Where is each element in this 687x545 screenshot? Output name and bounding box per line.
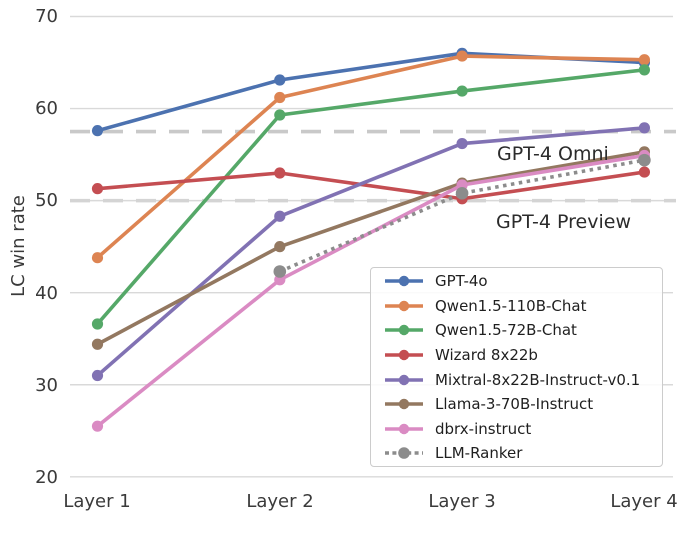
legend-line-sample-icon [385, 349, 423, 361]
legend-label: dbrx-instruct [435, 419, 532, 438]
y-axis-title: LC win rate [8, 195, 29, 297]
legend-item: Wizard 8x22b [383, 343, 662, 368]
legend-item: dbrx-instruct [383, 417, 662, 442]
legend-item: LLM-Ranker [383, 441, 662, 466]
legend-label: Llama-3-70B-Instruct [435, 395, 594, 414]
legend-label: Qwen1.5-72B-Chat [435, 321, 577, 340]
y-tick-label: 30 [35, 375, 58, 396]
reference-line-label-gpt4-preview: GPT-4 Preview [496, 211, 631, 233]
legend-line-sample-icon [385, 423, 423, 435]
legend-item: Mixtral-8x22B-Instruct-v0.1 [383, 367, 662, 392]
legend-item: Llama-3-70B-Instruct [383, 392, 662, 417]
x-tick-label: Layer 3 [428, 491, 496, 512]
x-tick-label: Layer 2 [246, 491, 314, 512]
x-tick-label: Layer 4 [610, 491, 678, 512]
y-tick-label: 60 [35, 98, 58, 119]
legend-item: Qwen1.5-72B-Chat [383, 318, 662, 343]
legend-line-sample-icon [385, 300, 423, 312]
legend-label: GPT-4o [435, 272, 488, 291]
legend-line-sample-icon [385, 447, 423, 460]
legend-line-sample-icon [385, 399, 423, 410]
x-tick-label: Layer 1 [63, 491, 131, 512]
y-tick-label: 20 [35, 467, 58, 488]
legend-line-sample-icon [385, 276, 423, 287]
legend-line-sample-icon [385, 325, 423, 336]
reference-line-label-gpt4-omni: GPT-4 Omni [497, 143, 609, 165]
legend-label: Wizard 8x22b [435, 346, 538, 365]
y-tick-label: 70 [35, 6, 58, 27]
y-tick-label: 50 [35, 190, 58, 211]
legend-label: Qwen1.5-110B-Chat [435, 296, 587, 315]
legend-label: LLM-Ranker [435, 444, 523, 463]
legend-line-sample-icon [385, 374, 423, 385]
legend-item: Qwen1.5-110B-Chat [383, 294, 662, 319]
legend-label: Mixtral-8x22B-Instruct-v0.1 [435, 370, 641, 389]
legend-item: GPT-4o [383, 269, 662, 294]
legend: GPT-4o Qwen1.5-110B-Chat Qwen1.5-72B-Cha… [370, 267, 663, 467]
y-tick-label: 40 [35, 283, 58, 304]
